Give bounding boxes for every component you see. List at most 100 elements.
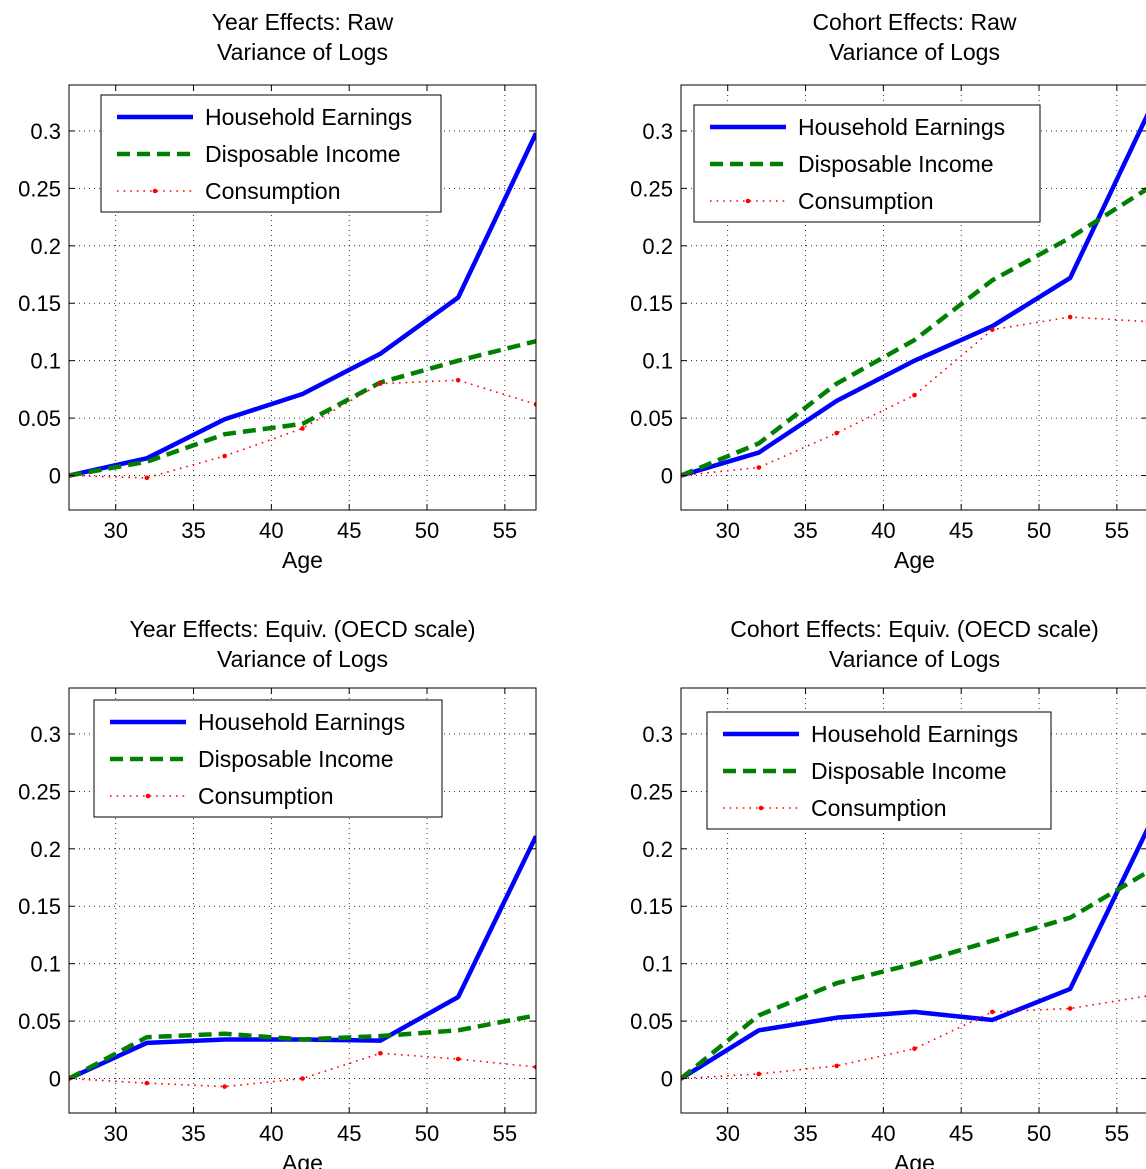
- y-tick-label: 0.2: [642, 837, 673, 862]
- legend-marker: [745, 198, 751, 204]
- data-point: [300, 426, 305, 431]
- legend-label: Disposable Income: [811, 758, 1007, 784]
- legend-label: Disposable Income: [205, 141, 401, 167]
- x-tick-label: 40: [871, 518, 895, 543]
- legend-marker: [758, 805, 764, 811]
- x-tick-label: 30: [715, 1121, 739, 1146]
- x-axis-label: Age: [282, 1150, 323, 1169]
- chart-subtitle: Variance of Logs: [829, 39, 1000, 65]
- y-tick-label: 0.2: [30, 234, 61, 259]
- x-tick-label: 35: [793, 1121, 817, 1146]
- data-point: [1067, 1006, 1073, 1011]
- data-point: [378, 381, 383, 386]
- x-tick-label: 35: [181, 1121, 205, 1146]
- data-point: [1067, 314, 1073, 320]
- chart-panel-3: Year Effects: Equiv. (OECD scale) Varianc…: [18, 616, 537, 1169]
- y-tick-label: 0.3: [642, 722, 673, 747]
- x-tick-label: 30: [103, 1121, 127, 1146]
- data-point: [144, 475, 150, 481]
- data-point: [222, 453, 227, 459]
- data-point: [912, 392, 917, 398]
- data-point: [144, 1080, 150, 1086]
- y-tick-label: 0: [661, 1067, 673, 1092]
- y-tick-label: 0.3: [30, 119, 61, 144]
- y-tick-label: 0.05: [630, 406, 673, 431]
- legend-label: Household Earnings: [811, 721, 1018, 747]
- y-tick-label: 0.1: [642, 349, 673, 374]
- y-tick-label: 0.1: [30, 349, 61, 374]
- plot-frame: [680, 84, 1146, 511]
- data-point: [300, 1076, 305, 1081]
- y-tick-label: 0.05: [18, 1009, 61, 1034]
- y-tick-label: 0: [49, 1067, 61, 1092]
- x-tick-label: 45: [337, 518, 361, 543]
- x-tick-label: 30: [103, 518, 127, 543]
- y-tick-label: 0: [661, 464, 673, 489]
- series-line-household-earnings: [69, 835, 536, 1081]
- data-point: [756, 1071, 762, 1077]
- y-tick-label: 0.15: [630, 291, 673, 316]
- chart-title: Cohort Effects: Equiv. (OECD scale): [730, 616, 1099, 642]
- data-point: [533, 402, 536, 407]
- chart-title: Year Effects: Equiv. (OECD scale): [130, 616, 476, 642]
- data-point: [990, 1009, 995, 1015]
- y-tick-label: 0.05: [630, 1009, 673, 1034]
- legend-label: Consumption: [198, 783, 334, 809]
- series-line-disposable-income: [681, 870, 1146, 1081]
- legend-box: [706, 711, 1052, 830]
- legend-label: Household Earnings: [205, 104, 412, 130]
- legend: Household Earnings Disposable Income Consu…: [100, 94, 442, 213]
- x-tick-label: 50: [415, 1121, 439, 1146]
- data-point: [222, 1084, 227, 1089]
- x-tick-label: 55: [1105, 518, 1129, 543]
- x-tick-label: 55: [493, 518, 517, 543]
- series-line-disposable-income: [69, 1013, 536, 1081]
- data-point: [455, 1056, 461, 1062]
- x-axis-label: Age: [282, 547, 323, 573]
- y-tick-label: 0.2: [30, 837, 61, 862]
- chart-subtitle: Variance of Logs: [217, 646, 388, 672]
- legend-label: Consumption: [205, 178, 341, 204]
- legend-label: Disposable Income: [798, 151, 994, 177]
- y-tick-label: 0.2: [642, 234, 673, 259]
- x-tick-label: 45: [337, 1121, 361, 1146]
- plot-frame: [680, 687, 1146, 1114]
- plot-frame: [68, 687, 537, 1114]
- series-line-household-earnings: [69, 132, 536, 478]
- legend-marker: [152, 188, 158, 194]
- x-tick-label: 45: [949, 1121, 973, 1146]
- data-point: [990, 327, 995, 332]
- legend-marker: [145, 793, 151, 799]
- chart-subtitle: Variance of Logs: [829, 646, 1000, 672]
- y-tick-label: 0.25: [630, 176, 673, 201]
- chart-title: Cohort Effects: Raw: [812, 9, 1016, 35]
- chart-subtitle: Variance of Logs: [217, 39, 388, 65]
- legend-label: Disposable Income: [198, 746, 394, 772]
- x-axis-label: Age: [894, 547, 935, 573]
- x-tick-label: 50: [1027, 518, 1051, 543]
- x-tick-label: 55: [493, 1121, 517, 1146]
- y-tick-label: 0.15: [18, 291, 61, 316]
- data-point: [912, 1046, 917, 1051]
- legend-label: Household Earnings: [198, 709, 405, 735]
- legend-label: Consumption: [798, 188, 934, 214]
- y-tick-label: 0.05: [18, 406, 61, 431]
- legend-label: Consumption: [811, 795, 947, 821]
- x-tick-label: 50: [1027, 1121, 1051, 1146]
- y-tick-label: 0.25: [18, 779, 61, 804]
- y-tick-label: 0.3: [30, 722, 61, 747]
- y-tick-label: 0.25: [630, 779, 673, 804]
- y-tick-label: 0.1: [642, 952, 673, 977]
- series-line-disposable-income: [69, 338, 536, 478]
- series-line-disposable-income: [681, 186, 1146, 478]
- data-point: [533, 1064, 536, 1070]
- x-tick-label: 45: [949, 518, 973, 543]
- x-axis-label: Age: [894, 1150, 935, 1169]
- y-tick-label: 0.3: [642, 119, 673, 144]
- y-tick-label: 0.25: [18, 176, 61, 201]
- legend: Household Earnings Disposable Income Consu…: [706, 711, 1052, 830]
- y-tick-label: 0: [49, 464, 61, 489]
- series-group: [69, 132, 536, 481]
- x-tick-label: 40: [259, 1121, 283, 1146]
- legend-label: Household Earnings: [798, 114, 1005, 140]
